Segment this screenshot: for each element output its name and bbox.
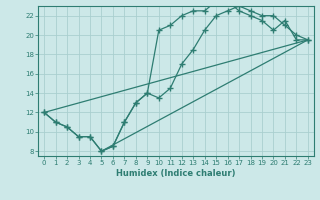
X-axis label: Humidex (Indice chaleur): Humidex (Indice chaleur) (116, 169, 236, 178)
